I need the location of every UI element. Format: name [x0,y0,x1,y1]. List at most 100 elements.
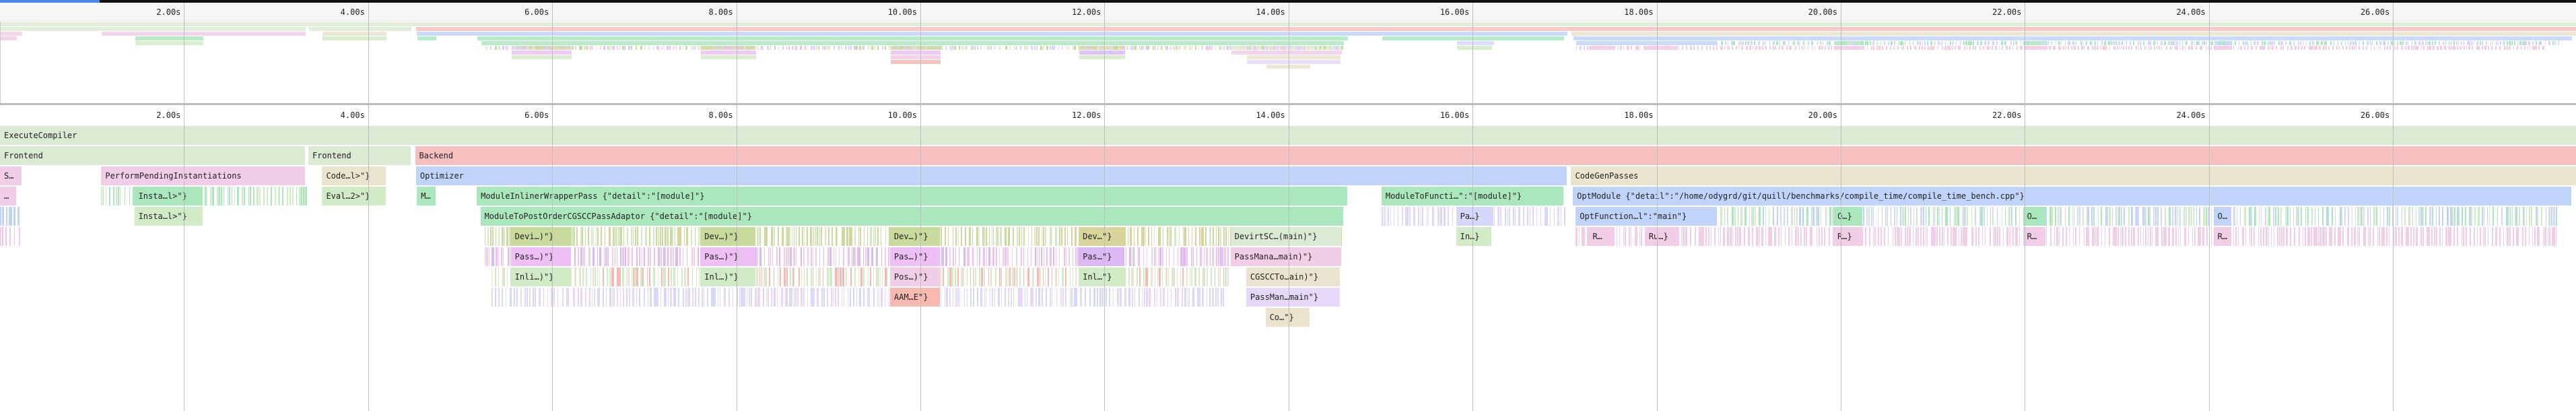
trace-event-sliver[interactable] [2448,227,2450,246]
trace-event-sliver[interactable] [1782,46,1784,50]
trace-event-sliver[interactable] [829,247,832,266]
trace-event-sliver[interactable] [1247,46,1249,50]
trace-event-sliver[interactable] [1049,46,1052,50]
trace-event-sliver[interactable] [1174,267,1176,286]
trace-event-sliver[interactable] [2407,227,2409,246]
trace-event-sliver[interactable] [2439,207,2440,226]
trace-event-sliver[interactable] [1011,247,1013,266]
trace-event-sliver[interactable] [1047,267,1050,286]
trace-event-sliver[interactable] [1858,46,1860,50]
trace-event-sliver[interactable] [1191,227,1193,246]
trace-event-sliver[interactable] [1972,41,1974,45]
trace-event-sliver[interactable] [1198,288,1200,307]
trace-event-sliver[interactable] [759,288,761,307]
trace-event-sliver[interactable] [1131,288,1133,307]
trace-event-sliver[interactable] [739,46,741,50]
trace-event-sliver[interactable] [578,267,581,286]
trace-event-sliver[interactable] [822,46,824,50]
trace-event-sliver[interactable] [271,187,273,205]
trace-event-sliver[interactable] [1413,207,1415,226]
trace-event-sliver[interactable] [1077,247,1079,266]
trace-slice[interactable]: Eval…2>"} [322,187,386,205]
trace-event-sliver[interactable] [819,247,821,266]
trace-event-sliver[interactable] [1035,288,1037,307]
trace-event-sliver[interactable] [2093,227,2095,246]
trace-event-sliver[interactable] [2121,227,2124,246]
trace-event-sliver[interactable] [1798,41,1800,45]
trace-event-sliver[interactable] [1046,46,1049,50]
trace-event-sliver[interactable] [888,227,891,246]
trace-event-sliver[interactable] [1790,46,1792,50]
trace-event-sliver[interactable] [274,187,277,205]
trace-event-sliver[interactable] [491,247,494,266]
trace-event-sliver[interactable] [2476,46,2478,50]
trace-event-sliver[interactable] [1740,207,1742,226]
trace-event-sliver[interactable] [1845,41,1847,45]
trace-event-sliver[interactable] [884,247,887,266]
trace-event-sliver[interactable] [846,227,849,246]
trace-event-sliver[interactable] [1872,227,1874,246]
trace-event-sliver[interactable] [721,46,723,50]
trace-event-sliver[interactable] [2521,46,2523,50]
trace-event-sliver[interactable] [1168,247,1170,266]
trace-event-sliver[interactable] [1660,46,1662,50]
trace-event-sliver[interactable] [673,288,675,307]
trace-event-sliver[interactable] [599,267,601,286]
trace-event-sliver[interactable] [628,288,631,307]
trace-event-sliver[interactable] [2286,227,2288,246]
trace-event-sliver[interactable] [1124,267,1126,286]
trace-event-sliver[interactable] [832,288,834,307]
trace-event-sliver[interactable] [667,288,669,307]
trace-event-sliver[interactable] [1046,247,1048,266]
trace-event-sliver[interactable] [968,247,970,266]
trace-event-sliver[interactable] [615,227,617,246]
trace-event-sliver[interactable] [993,227,994,246]
trace-event-sliver[interactable] [1186,247,1188,266]
trace-event-sliver[interactable] [523,46,526,50]
trace-event-sliver[interactable] [957,227,959,246]
trace-event-sliver[interactable] [1855,41,1857,45]
trace-event-sliver[interactable] [736,288,738,307]
trace-event-sliver[interactable] [1507,207,1509,226]
trace-event-sliver[interactable] [1877,227,1880,246]
trace-event-sliver[interactable] [853,288,854,307]
trace-event-sliver[interactable] [1730,227,1732,246]
trace-event-sliver[interactable] [2326,41,2328,45]
trace-event-sliver[interactable] [566,46,568,50]
trace-event-sliver[interactable] [2427,46,2429,50]
trace-event-sliver[interactable] [843,227,845,246]
trace-event-sliver[interactable] [1549,207,1551,226]
trace-event-sliver[interactable] [1955,227,1957,246]
trace-event-sliver[interactable] [1217,247,1220,266]
trace-event-sliver[interactable] [281,187,283,205]
trace-event-sliver[interactable] [2202,41,2203,45]
trace-event-sliver[interactable] [1884,227,1886,246]
trace-event-sliver[interactable] [875,247,877,266]
trace-event-sliver[interactable] [757,288,759,307]
trace-event-sliver[interactable] [1927,41,1929,45]
trace-event-sliver[interactable] [622,288,624,307]
trace-event-sliver[interactable] [1880,41,1881,45]
trace-event-sliver[interactable] [973,288,975,307]
trace-event-sliver[interactable] [1936,207,1939,226]
trace-event-sliver[interactable] [1170,288,1172,307]
trace-slice[interactable]: PassMana…main)"} [1230,247,1342,266]
trace-event-sliver[interactable] [1944,41,1946,45]
trace-event-sliver[interactable] [1981,227,1984,246]
trace-event-sliver[interactable] [840,46,843,50]
trace-event-sliver[interactable] [811,247,812,266]
trace-event-sliver[interactable] [2002,46,2004,50]
trace-event-sliver[interactable] [1726,46,1728,50]
trace-event-sliver[interactable] [1628,46,1629,50]
trace-event-sliver[interactable] [2144,207,2146,226]
trace-event-sliver[interactable] [2453,41,2455,45]
trace-event-sliver[interactable] [1861,41,1863,45]
trace-event-sliver[interactable] [771,227,773,246]
trace-event-sliver[interactable] [2386,227,2387,246]
trace-event-sliver[interactable] [1578,227,1580,246]
trace-event-sliver[interactable] [976,247,978,266]
trace-event-sliver[interactable] [2115,41,2117,45]
trace-event-sliver[interactable] [773,288,776,307]
trace-slice[interactable]: Pass…)"} [510,247,572,266]
trace-event-sliver[interactable] [679,247,681,266]
